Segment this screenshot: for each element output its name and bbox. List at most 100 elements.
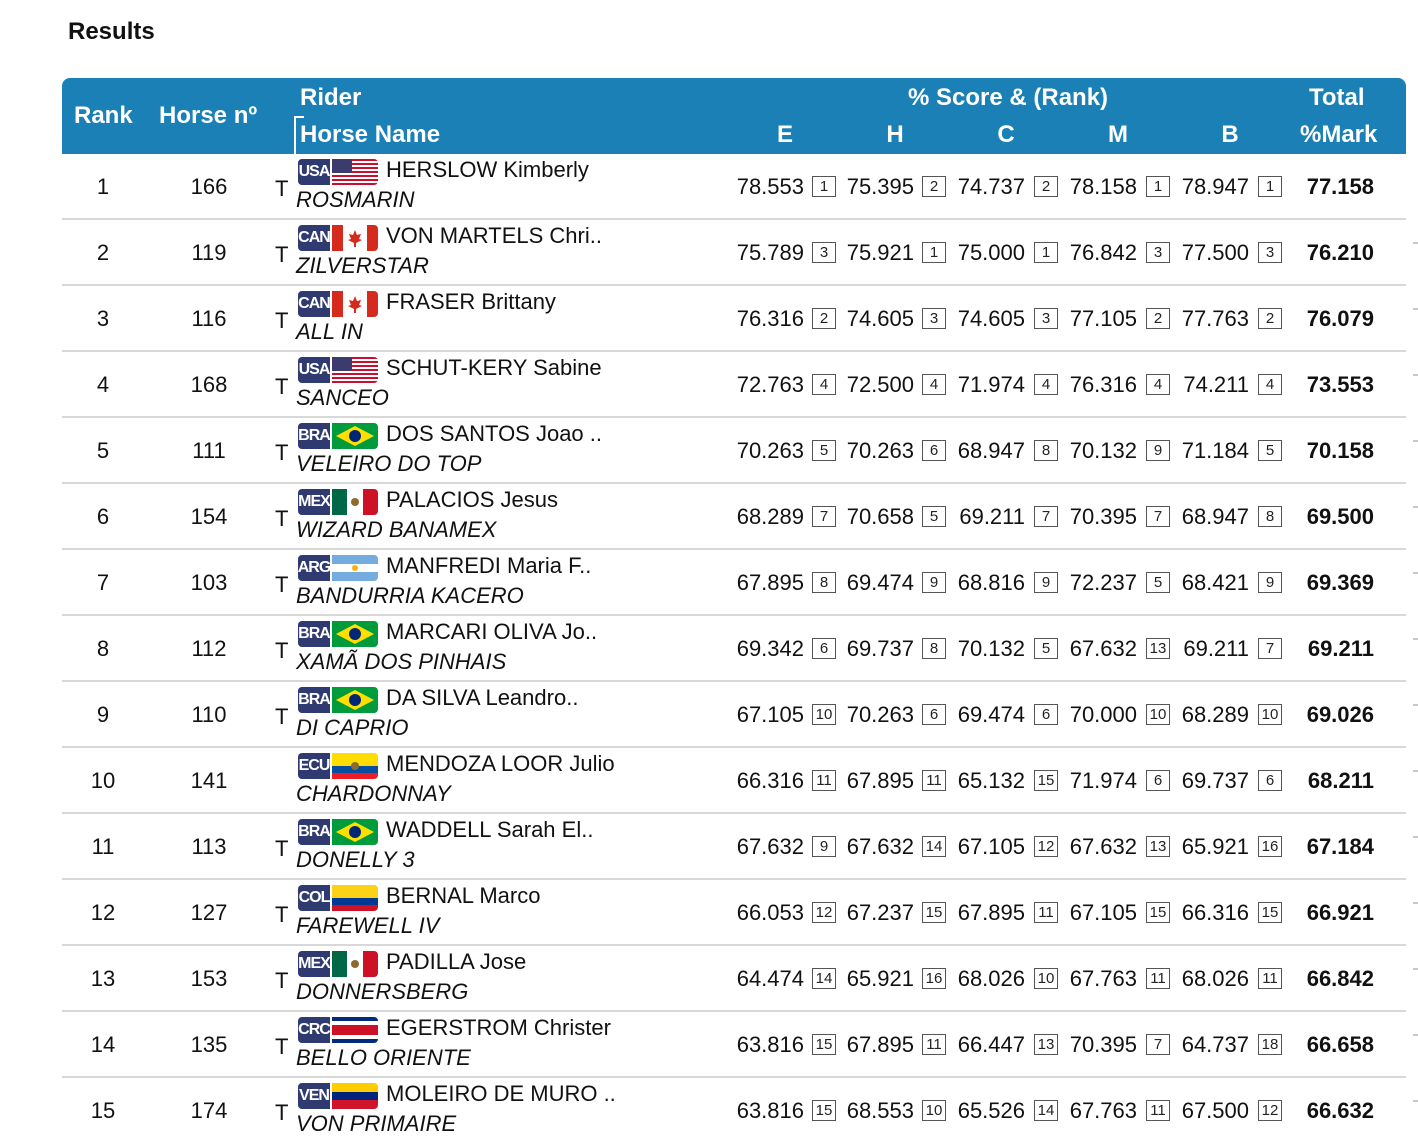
total-mark: 69.500 bbox=[1306, 504, 1374, 529]
country-code: MEX bbox=[298, 951, 331, 977]
judge-score: 67.632 bbox=[736, 834, 804, 859]
judge-score: 70.263 bbox=[736, 438, 804, 463]
rider-name[interactable]: MENDOZA LOOR Julio bbox=[386, 751, 615, 776]
header-horse-no[interactable]: Horse nº bbox=[159, 102, 258, 129]
rider-name[interactable]: DOS SANTOS Joao .. bbox=[386, 421, 603, 446]
country-code: CRC bbox=[298, 1017, 331, 1043]
table-row[interactable]: 15 174 T VEN MOLEIRO DE MURO .. VON PRIMAIRE 6… bbox=[62, 1078, 1406, 1142]
country-flag-icon: VEN bbox=[298, 1083, 378, 1109]
total-mark: 68.211 bbox=[1307, 768, 1374, 793]
judge-rank-badge: 16 bbox=[922, 968, 946, 989]
table-row[interactable]: 9 110 T BRA DA SILVA Leandro.. DI CAPRIO 67.10… bbox=[62, 682, 1406, 748]
horse-no-cell: 110 bbox=[191, 702, 227, 727]
horse-name[interactable]: CHARDONNAY bbox=[296, 781, 451, 806]
rider-name[interactable]: EGERSTROM Christer bbox=[386, 1015, 611, 1040]
horse-name[interactable]: SANCEO bbox=[296, 385, 389, 410]
horse-name[interactable]: DI CAPRIO bbox=[296, 715, 409, 740]
rider-name[interactable]: DA SILVA Leandro.. bbox=[386, 685, 579, 710]
judge-rank-badge: 7 bbox=[1258, 638, 1282, 659]
total-mark: 73.553 bbox=[1306, 372, 1374, 397]
rider-name[interactable]: FRASER Brittany bbox=[386, 289, 556, 314]
judge-rank-badge: 4 bbox=[1034, 374, 1058, 395]
rider-name[interactable]: HERSLOW Kimberly bbox=[386, 157, 589, 182]
country-flag-icon: MEX bbox=[298, 951, 378, 977]
header-total[interactable]: Total bbox=[1309, 84, 1365, 111]
judge-rank-badge: 9 bbox=[812, 836, 836, 857]
horse-name[interactable]: FAREWELL IV bbox=[296, 913, 440, 938]
rider-name[interactable]: MOLEIRO DE MURO .. bbox=[386, 1081, 616, 1106]
horse-no-cell: 154 bbox=[190, 504, 228, 529]
judge-score: 67.105 bbox=[736, 702, 804, 727]
country-flag-icon: USA bbox=[298, 357, 378, 383]
rider-name[interactable]: MANFREDI Maria F.. bbox=[386, 553, 592, 578]
horse-name[interactable]: BELLO ORIENTE bbox=[296, 1045, 471, 1070]
judge-score: 72.237 bbox=[1069, 570, 1137, 595]
header-rider[interactable]: Rider bbox=[300, 84, 362, 111]
table-row[interactable]: 4 168 T USA SCHUT-KERY Sabine SANCEO 72.763 4 72… bbox=[62, 352, 1406, 418]
judge-score: 69.211 bbox=[1183, 636, 1249, 661]
header-judge-m[interactable]: M bbox=[1108, 121, 1128, 148]
horse-name[interactable]: ALL IN bbox=[296, 319, 363, 344]
header-judge-e[interactable]: E bbox=[776, 121, 793, 148]
flag-image bbox=[332, 885, 378, 911]
country-flag-icon: CRC bbox=[298, 1017, 378, 1043]
judge-rank-badge: 1 bbox=[812, 176, 836, 197]
judge-rank-badge: 11 bbox=[922, 1034, 946, 1055]
judge-score: 68.816 bbox=[957, 570, 1025, 595]
table-row[interactable]: 12 127 T COL BERNAL Marco FAREWELL IV 66.053 12… bbox=[62, 880, 1406, 946]
header-rank[interactable]: Rank bbox=[74, 102, 133, 129]
judge-score: 68.421 bbox=[1181, 570, 1249, 595]
header-judge-c[interactable]: C bbox=[997, 121, 1015, 148]
rider-name[interactable]: PALACIOS Jesus bbox=[386, 487, 558, 512]
judge-score: 67.895 bbox=[736, 570, 804, 595]
total-mark: 77.158 bbox=[1306, 174, 1374, 199]
judge-score: 67.500 bbox=[1181, 1098, 1249, 1123]
table-row[interactable]: 10 141 ECU MENDOZA LOOR Julio CHARDONNAY 66.3… bbox=[62, 748, 1406, 814]
header-bracket bbox=[294, 116, 304, 154]
horse-name[interactable]: ZILVERSTAR bbox=[296, 253, 429, 278]
judge-score: 69.474 bbox=[846, 570, 914, 595]
table-row[interactable]: 11 113 T BRA WADDELL Sarah El.. DONELLY 3 67.6… bbox=[62, 814, 1406, 880]
table-row[interactable]: 13 153 T MEX PADILLA Jose DONNERSBERG 64.474 14… bbox=[62, 946, 1406, 1012]
table-row[interactable]: 6 154 T MEX PALACIOS Jesus WIZARD BANAMEX 68.2… bbox=[62, 484, 1406, 550]
header-horse-name[interactable]: Horse Name bbox=[300, 121, 441, 148]
judge-score: 66.316 bbox=[1181, 900, 1249, 925]
judge-rank-badge: 13 bbox=[1034, 1034, 1058, 1055]
horse-name[interactable]: BANDURRIA KACERO bbox=[296, 583, 524, 608]
table-row[interactable]: 14 135 T CRC EGERSTROM Christer BELLO ORIENTE… bbox=[62, 1012, 1406, 1078]
t-marker: T bbox=[275, 638, 289, 663]
table-row[interactable]: 8 112 T BRA MARCARI OLIVA Jo.. XAMÃ DOS PINHA… bbox=[62, 616, 1406, 682]
horse-name[interactable]: ROSMARIN bbox=[296, 187, 415, 212]
judge-score: 74.605 bbox=[846, 306, 914, 331]
table-row[interactable]: 3 116 T CAN FRASER Brittany ALL IN 76.316 2 74.6… bbox=[62, 286, 1406, 352]
horse-name[interactable]: VON PRIMAIRE bbox=[296, 1111, 457, 1136]
judge-score: 66.316 bbox=[736, 768, 804, 793]
horse-name[interactable]: XAMÃ DOS PINHAIS bbox=[296, 649, 507, 674]
header-judge-b[interactable]: B bbox=[1221, 121, 1239, 148]
judge-score: 67.895 bbox=[846, 768, 914, 793]
rider-name[interactable]: MARCARI OLIVA Jo.. bbox=[386, 619, 598, 644]
horse-name[interactable]: DONELLY 3 bbox=[296, 847, 415, 872]
horse-name[interactable]: VELEIRO DO TOP bbox=[296, 451, 482, 476]
table-row[interactable]: 5 111 T BRA DOS SANTOS Joao .. VELEIRO DO TOP… bbox=[62, 418, 1406, 484]
horse-name[interactable]: WIZARD BANAMEX bbox=[296, 517, 497, 542]
judge-rank-badge: 11 bbox=[1034, 902, 1058, 923]
judge-score: 68.947 bbox=[1181, 504, 1249, 529]
judge-rank-badge: 15 bbox=[1146, 902, 1170, 923]
header-mark[interactable]: %Mark bbox=[1300, 121, 1378, 148]
rider-name[interactable]: SCHUT-KERY Sabine bbox=[386, 355, 602, 380]
table-row[interactable]: 7 103 T ARG MANFREDI Maria F.. BANDURRIA KACE… bbox=[62, 550, 1406, 616]
header-judge-h[interactable]: H bbox=[886, 121, 904, 148]
horse-name[interactable]: DONNERSBERG bbox=[296, 979, 469, 1004]
horse-no-cell: 168 bbox=[190, 372, 228, 397]
rider-name[interactable]: VON MARTELS Chri.. bbox=[386, 223, 602, 248]
rank-cell: 4 bbox=[96, 372, 110, 397]
rider-name[interactable]: WADDELL Sarah El.. bbox=[386, 817, 594, 842]
rider-name[interactable]: PADILLA Jose bbox=[386, 949, 527, 974]
rider-name[interactable]: BERNAL Marco bbox=[386, 883, 541, 908]
judge-score: 65.921 bbox=[1181, 834, 1249, 859]
table-row[interactable]: 2 119 T CAN VON MARTELS Chri.. ZILVERSTAR 75.7… bbox=[62, 220, 1406, 286]
judge-rank-badge: 9 bbox=[1258, 572, 1282, 593]
table-row[interactable]: 1 166 T USA HERSLOW Kimberly ROSMARIN 78.553 1 7… bbox=[62, 154, 1406, 220]
total-mark: 69.026 bbox=[1306, 702, 1374, 727]
